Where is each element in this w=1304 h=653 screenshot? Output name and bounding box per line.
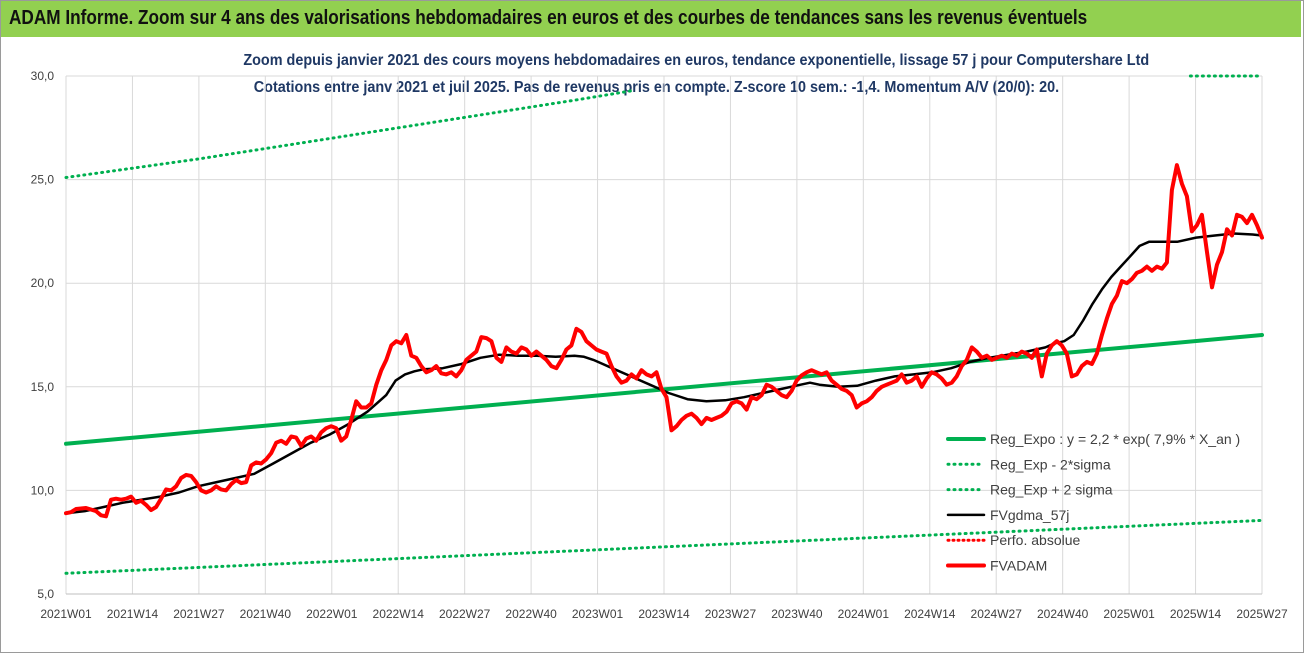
- legend-fvgdma-57j-label: FVgdma_57j: [990, 507, 1069, 523]
- x-tick-label: 2023W01: [572, 607, 624, 621]
- y-tick-label: 15,0: [31, 380, 55, 394]
- page-title: ADAM Informe. Zoom sur 4 ans des valoris…: [9, 7, 1088, 29]
- y-tick-label: 20,0: [31, 276, 55, 290]
- y-tick-label: 10,0: [31, 483, 55, 497]
- x-tick-label: 2021W14: [107, 607, 159, 621]
- x-tick-label: 2024W40: [1037, 607, 1089, 621]
- chart-subtitle: Cotations entre janv 2021 et juil 2025. …: [253, 79, 1059, 96]
- x-tick-label: 2021W01: [40, 607, 92, 621]
- fvgdma-57j-line: [64, 232, 1264, 515]
- x-tick-label: 2024W14: [904, 607, 956, 621]
- legend-reg-expo-label: Reg_Expo : y = 2,2 * exp( 7,9% * X_an ): [990, 431, 1240, 447]
- x-tick-label: 2023W14: [638, 607, 690, 621]
- x-tick-label: 2022W27: [439, 607, 491, 621]
- x-tick-label: 2025W27: [1236, 607, 1288, 621]
- x-tick-label: 2025W01: [1103, 607, 1155, 621]
- x-tick-label: 2022W01: [306, 607, 358, 621]
- reg-exp-plus-2sigma-line: [64, 89, 635, 179]
- fvadam-line: [64, 163, 1264, 519]
- legend-reg-exp-plus-2sigma-label: Reg_Exp + 2 sigma: [990, 482, 1113, 498]
- x-tick-label: 2024W27: [971, 607, 1023, 621]
- x-tick-label: 2023W40: [771, 607, 823, 621]
- x-tick-label: 2022W14: [373, 607, 425, 621]
- reg-exp-minus-2sigma-line: [64, 518, 1264, 575]
- x-tick-label: 2025W14: [1170, 607, 1222, 621]
- x-tick-label: 2024W01: [838, 607, 890, 621]
- chart-title: Zoom depuis janvier 2021 des cours moyen…: [243, 52, 1149, 69]
- legend-perfo-absolue-label: Perfo. absolue: [990, 532, 1080, 548]
- header-banner: ADAM Informe. Zoom sur 4 ans des valoris…: [1, 1, 1301, 37]
- x-tick-label: 2023W27: [705, 607, 757, 621]
- y-tick-label: 5,0: [37, 587, 54, 601]
- y-tick-label: 25,0: [31, 173, 55, 187]
- x-tick-label: 2022W40: [505, 607, 557, 621]
- y-tick-label: 30,0: [31, 69, 55, 83]
- legend-fvadam-label: FVADAM: [990, 558, 1047, 574]
- x-tick-label: 2021W27: [173, 607, 225, 621]
- x-tick-label: 2021W40: [240, 607, 292, 621]
- legend-reg-exp-minus-2sigma-label: Reg_Exp - 2*sigma: [990, 456, 1111, 472]
